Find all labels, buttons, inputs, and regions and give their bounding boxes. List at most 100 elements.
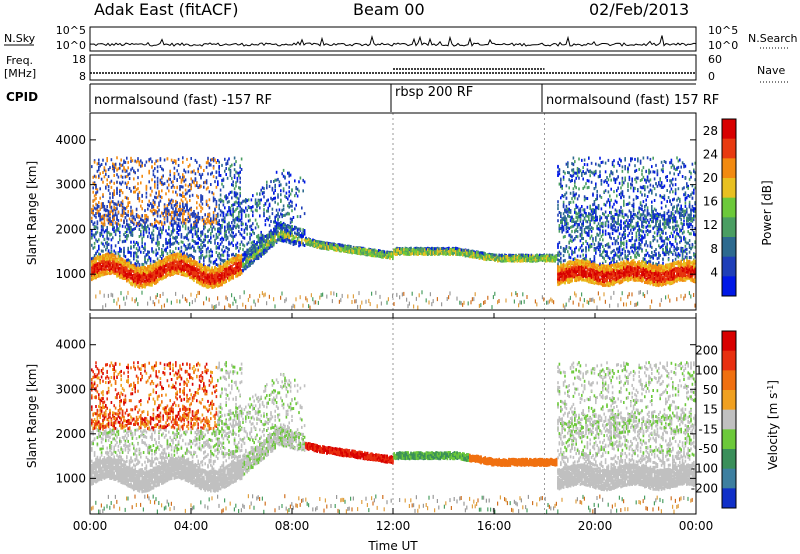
power-cell [184,297,186,302]
power-cell [212,269,215,273]
power-cell [172,199,174,203]
power-cell [196,234,198,238]
power-cell [126,272,128,276]
power-cell [285,233,288,237]
power-cell [166,252,169,256]
power-cell [168,202,170,206]
power-cell [148,255,150,259]
power-cell [141,285,143,289]
power-cell [210,281,212,285]
power-cell [246,254,248,258]
power-cell [252,230,254,234]
power-cell [278,238,281,242]
power-cell [161,257,163,260]
power-cell [218,167,220,171]
power-cell [117,222,120,226]
power-cell [106,218,108,222]
power-cell [147,218,149,222]
power-cell [189,246,191,250]
power-cell [172,184,174,188]
power-cell [285,191,288,195]
power-cell [252,251,254,255]
power-cell [236,271,239,275]
power-cell [186,207,188,211]
power-cell [217,212,219,216]
power-cell [194,277,197,280]
power-cell [239,191,241,195]
power-cell [200,271,202,274]
power-cell [254,302,256,307]
nsky-label: N.Sky [4,32,36,45]
power-cell [144,285,146,289]
power-cell [151,189,153,193]
power-cell [207,186,209,190]
power-cell [210,183,212,186]
power-cell [98,204,100,208]
power-cell [219,213,222,217]
power-cell [152,268,155,271]
power-cell [126,264,128,268]
power-cell [236,206,239,210]
power-cell [176,262,178,266]
power-cell [214,271,216,275]
power-cell [126,219,128,223]
power-cell [170,158,173,162]
power-cell [145,191,148,195]
power-cell [92,256,94,260]
power-cell [288,185,290,189]
nsearch-label: N.Search [748,32,798,45]
power-cell [288,233,290,236]
power-cell [261,247,264,251]
power-cell [211,222,213,226]
power-cell [261,192,264,196]
power-cell [198,290,200,295]
power-cell [284,229,286,233]
power-cell [254,202,257,206]
power-cell [187,165,190,169]
power-cell [187,184,190,188]
power-cell [184,203,187,207]
power-cell [135,297,137,302]
power-cell [261,249,264,253]
power-cell [212,199,215,203]
power-cell [140,281,142,284]
power-cell [91,278,93,282]
power-cell [168,257,170,261]
power-cell [175,210,177,214]
power-cell [233,168,236,172]
power-cell [179,187,181,191]
power-cell [151,274,153,278]
power-cell [142,233,145,237]
power-cell [252,254,254,258]
power-cell [235,246,237,250]
power-cell [126,234,128,238]
power-cell [217,279,219,283]
power-cell [182,156,184,160]
power-cell [210,240,212,244]
power-cell [162,182,164,186]
power-cell [149,278,152,281]
power-cell [121,175,124,179]
power-cell [149,262,152,266]
power-cell [249,218,251,222]
power-cell [126,156,128,160]
power-cell [117,200,120,204]
power-cell [151,165,153,169]
power-cell [179,205,181,208]
power-cell [196,261,198,265]
power-cell [176,299,178,304]
power-cell [116,222,118,226]
power-cell [106,255,108,259]
power-cell [175,161,177,165]
power-cell [95,183,97,187]
power-cell [187,227,190,231]
power-cell [186,260,188,264]
power-cell [246,265,248,269]
power-cell [95,225,97,229]
power-cell [263,212,265,216]
power-cell [123,233,125,237]
power-cell [127,234,129,238]
power-cell [99,259,101,263]
power-cell [170,204,173,208]
power-cell [222,245,225,249]
